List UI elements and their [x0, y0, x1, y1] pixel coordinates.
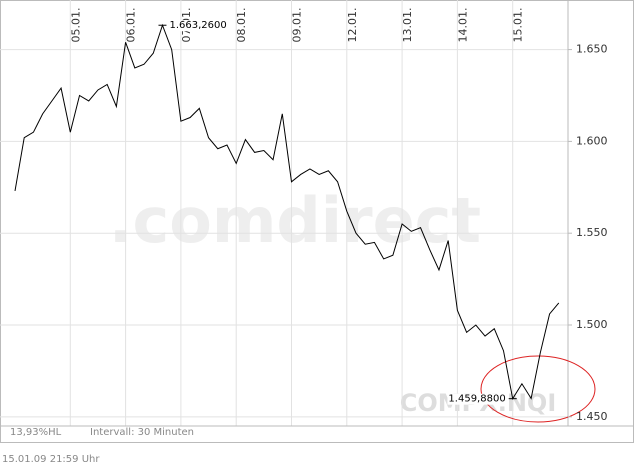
x-tick-label: 09.01.: [291, 8, 304, 43]
x-tick-label: 12.01.: [346, 8, 359, 43]
footer-range: 13,93%HL: [10, 427, 62, 438]
x-tick-label: 05.01.: [69, 8, 82, 43]
y-tick-label: 1.550: [576, 226, 608, 239]
x-tick-label: 08.01.: [235, 8, 248, 43]
y-tick-label: 1.500: [576, 318, 608, 331]
annotation-label: 1.459,8800: [448, 394, 505, 405]
annotation-background: [447, 393, 507, 405]
y-tick-label: 1.600: [576, 134, 608, 147]
x-tick-label: 15.01.: [512, 8, 525, 43]
highlight-ellipse: [480, 355, 596, 423]
timestamp: 15.01.09 21:59 Uhr: [2, 454, 100, 465]
annotation-label: 1.663,2600: [169, 20, 226, 31]
footer-interval: Intervall: 30 Minuten: [90, 427, 194, 438]
price-line: [14, 23, 560, 401]
y-tick-label: 1.650: [576, 43, 608, 56]
x-tick-label: 14.01.: [456, 8, 469, 43]
x-tick-label: 06.01.: [125, 8, 138, 43]
x-tick-label: 13.01.: [401, 8, 414, 43]
annotation-background: [168, 20, 228, 32]
watermark: .comdirect: [109, 184, 481, 257]
y-tick-label: 1.450: [576, 410, 608, 423]
